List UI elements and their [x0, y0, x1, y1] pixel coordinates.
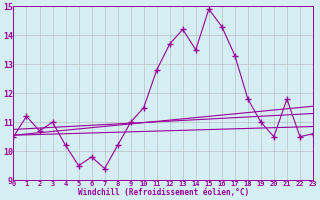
X-axis label: Windchill (Refroidissement éolien,°C): Windchill (Refroidissement éolien,°C)	[78, 188, 249, 197]
